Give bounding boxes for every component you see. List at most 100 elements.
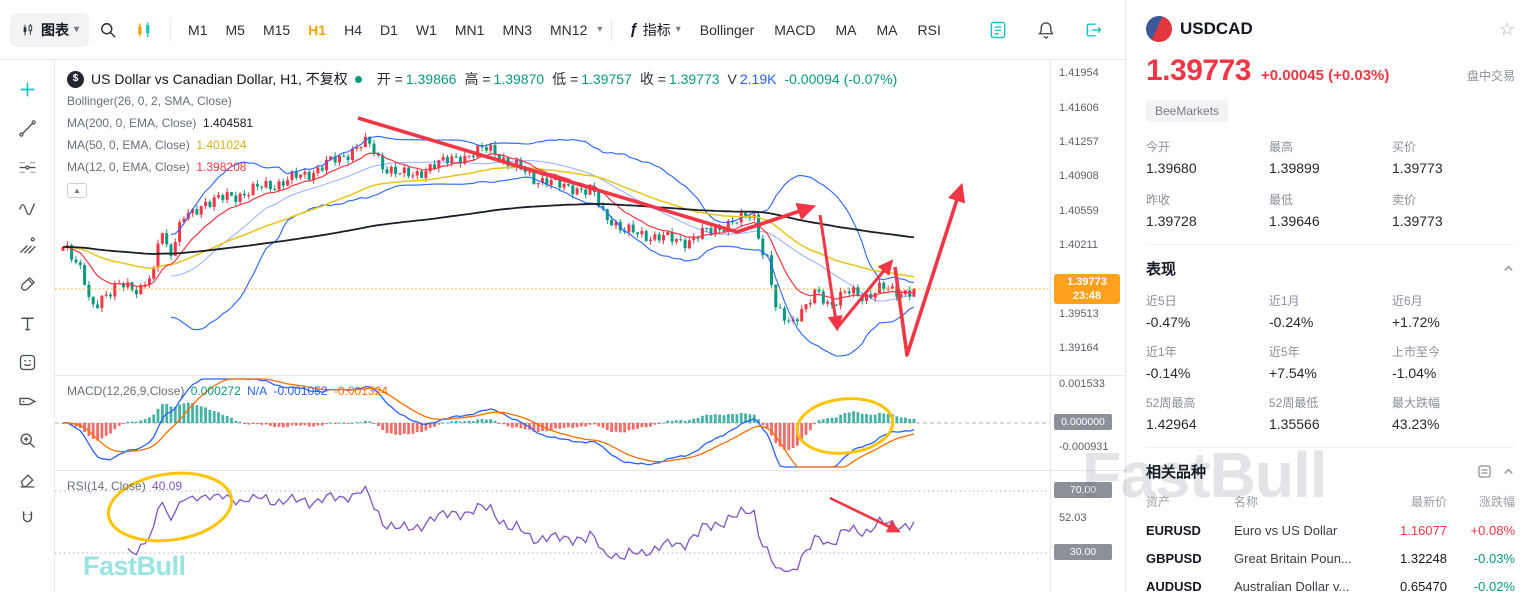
rsi-chart[interactable] bbox=[55, 471, 1050, 592]
timeframe-mn3[interactable]: MN3 bbox=[494, 16, 540, 44]
usdcad-flag-icon bbox=[1146, 16, 1172, 42]
ma12-legend: MA(12, 0, EMA, Close) 1.398208 bbox=[67, 160, 247, 174]
prev-close-value: 1.39728 bbox=[1146, 213, 1197, 229]
macd-pane: MACD(12,26,9,Close) 0.000272 N/A -0.0010… bbox=[55, 375, 1125, 470]
brush-icon[interactable] bbox=[9, 269, 45, 299]
report-icon[interactable] bbox=[981, 13, 1015, 47]
sticker-icon[interactable] bbox=[9, 347, 45, 377]
macd-axis[interactable]: 0.001533 0.000000 -0.000931 bbox=[1050, 376, 1125, 470]
fx-icon: ƒ bbox=[629, 21, 638, 38]
max-drawdown-value: 43.23% bbox=[1392, 416, 1440, 432]
panel-header: USDCAD ☆ bbox=[1146, 16, 1515, 42]
timeframe-h1[interactable]: H1 bbox=[300, 16, 334, 44]
favorite-star-icon[interactable]: ☆ bbox=[1498, 18, 1515, 39]
broker-tag[interactable]: BeeMarkets bbox=[1146, 100, 1229, 122]
trend-arrow-annotations[interactable] bbox=[357, 116, 966, 357]
annotation-ellipse-macd[interactable] bbox=[794, 394, 895, 458]
chart-type-menu[interactable]: 图表 ▾ bbox=[10, 12, 90, 47]
wave-pattern-icon[interactable] bbox=[9, 191, 45, 221]
chart-area: $ US Dollar vs Canadian Dollar, H1, 不复权 … bbox=[55, 60, 1125, 592]
search-icon[interactable] bbox=[91, 13, 125, 47]
macd-axis-top: 0.001533 bbox=[1059, 378, 1105, 390]
price-axis-label: 1.39513 bbox=[1059, 307, 1099, 320]
rsi-arrow-annotation[interactable] bbox=[829, 496, 901, 533]
rsi-pane: RSI(14, Close) 40.09 70.00 52.03 30.00 F… bbox=[55, 470, 1125, 592]
annotation-ellipse-rsi[interactable] bbox=[104, 471, 236, 548]
macd-series bbox=[61, 378, 916, 468]
price-axis-label: 1.41257 bbox=[1059, 135, 1099, 148]
indicator-rsi-button[interactable]: RSI bbox=[909, 16, 950, 44]
rsi-70-badge: 70.00 bbox=[1054, 482, 1112, 498]
last-price: 1.39773 bbox=[1146, 54, 1251, 87]
indicator-lines bbox=[62, 135, 915, 357]
timeframe-mn1[interactable]: MN1 bbox=[447, 16, 493, 44]
alerts-bell-icon[interactable] bbox=[1029, 13, 1063, 47]
trend-line-icon[interactable] bbox=[9, 113, 45, 143]
candlestick-icon bbox=[23, 23, 33, 35]
macd-axis-bottom: -0.000931 bbox=[1059, 441, 1109, 453]
performance-section-header: 表现 bbox=[1146, 258, 1515, 279]
rsi-axis[interactable]: 70.00 52.03 30.00 bbox=[1050, 471, 1125, 592]
ma200-legend: MA(200, 0, EMA, Close) 1.404581 bbox=[67, 116, 254, 130]
price-axis-label: 1.39164 bbox=[1059, 342, 1099, 354]
legend-collapse-button[interactable]: ▲ bbox=[67, 183, 87, 198]
timeframe-w1[interactable]: W1 bbox=[408, 16, 445, 44]
open-in-panel-icon[interactable] bbox=[1077, 13, 1111, 47]
indicator-bollinger-button[interactable]: Bollinger bbox=[691, 16, 763, 44]
related-row-audusd[interactable]: AUDUSD Australian Dollar v... 0.65470 -0… bbox=[1146, 579, 1515, 592]
timeframe-d1[interactable]: D1 bbox=[372, 16, 406, 44]
price-tag-icon[interactable] bbox=[9, 386, 45, 416]
plus-tool-icon[interactable] bbox=[9, 74, 45, 104]
market-open-dot bbox=[354, 75, 362, 83]
price-chart[interactable] bbox=[55, 60, 1050, 375]
performance-grid: 近5日 -0.47% 近1月 -0.24% 近6月 +1.72% 近1年 -0.14% … bbox=[1146, 292, 1515, 432]
chevron-up-icon[interactable] bbox=[1502, 465, 1515, 478]
toolbar-divider bbox=[611, 18, 613, 41]
eraser-icon[interactable] bbox=[9, 464, 45, 494]
magnet-icon[interactable] bbox=[9, 503, 45, 533]
indicator-ma-button[interactable]: MA bbox=[827, 16, 866, 44]
text-tool-icon[interactable] bbox=[9, 308, 45, 338]
price-axis[interactable]: 1.41954 1.41606 1.41257 1.40908 1.40559 1.402… bbox=[1050, 60, 1125, 375]
related-row-gbpusd[interactable]: GBPUSD Great Britain Poun... 1.32248 -0.… bbox=[1146, 551, 1515, 566]
indicator-ma2-button[interactable]: MA bbox=[868, 16, 907, 44]
open-value: 1.39680 bbox=[1146, 160, 1197, 176]
rsi-legend: RSI(14, Close) 40.09 bbox=[67, 479, 183, 493]
price-axis-label: 1.40211 bbox=[1059, 238, 1098, 251]
candle-signal-icon[interactable] bbox=[127, 13, 161, 47]
rsi-30-badge: 30.00 bbox=[1054, 544, 1112, 560]
price-change: +0.00045 (+0.03%) bbox=[1260, 67, 1390, 84]
performance-title: 表现 bbox=[1146, 261, 1177, 278]
price-legend: $ US Dollar vs Canadian Dollar, H1, 不复权 … bbox=[67, 68, 897, 200]
timeframe-m15[interactable]: M15 bbox=[255, 16, 298, 44]
low-value: 1.39646 bbox=[1269, 213, 1320, 229]
current-price-badge: 1.39773 23:48 bbox=[1054, 274, 1120, 304]
price-axis-label: 1.41954 bbox=[1059, 67, 1099, 80]
timeframe-m5[interactable]: M5 bbox=[217, 16, 252, 44]
indicator-macd-button[interactable]: MACD bbox=[765, 16, 824, 44]
related-row-eurusd[interactable]: EURUSD Euro vs US Dollar 1.16077 +0.08% bbox=[1146, 523, 1515, 538]
chevron-up-icon[interactable] bbox=[1502, 262, 1515, 275]
indicators-label: 指标 bbox=[642, 21, 671, 38]
rsi-series bbox=[127, 485, 915, 573]
related-title: 相关品种 bbox=[1146, 464, 1207, 481]
timeframe-h4[interactable]: H4 bbox=[336, 16, 370, 44]
zoom-in-icon[interactable] bbox=[9, 425, 45, 455]
timeframe-mn12[interactable]: MN12 bbox=[542, 16, 595, 44]
indicators-menu[interactable]: ƒ 指标 ▾ bbox=[621, 14, 688, 46]
timeframe-m1[interactable]: M1 bbox=[180, 16, 215, 44]
horizontal-line-icon[interactable] bbox=[9, 152, 45, 182]
bollinger-legend: Bollinger(26, 0, 2, SMA, Close) bbox=[67, 94, 232, 108]
quote-grid: 今开 1.39680 最高 1.39899 买价 1.39773 昨收 1.39728 … bbox=[1146, 138, 1515, 229]
macd-chart[interactable] bbox=[55, 376, 1050, 470]
toolbar-right-icons bbox=[981, 13, 1115, 47]
price-axis-label: 1.41606 bbox=[1059, 101, 1099, 114]
chart-menu-label: 图表 bbox=[41, 21, 69, 38]
market-status: 盘中交易 bbox=[1466, 69, 1515, 83]
related-section-header: 相关品种 bbox=[1146, 461, 1515, 482]
timeframe-dropdown-icon[interactable]: ▾ bbox=[597, 24, 603, 35]
related-list-icon[interactable] bbox=[1477, 464, 1492, 479]
pitchfork-icon[interactable] bbox=[9, 230, 45, 260]
chart-title: US Dollar vs Canadian Dollar, H1, 不复权 bbox=[91, 71, 348, 87]
